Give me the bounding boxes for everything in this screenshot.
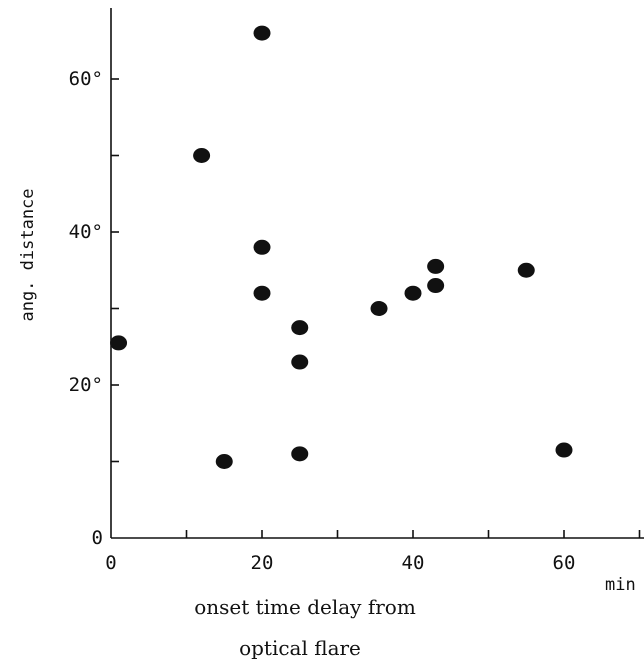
data-point bbox=[427, 278, 445, 294]
x-tick-label: 0 bbox=[105, 552, 116, 574]
data-point bbox=[291, 320, 309, 336]
y-tick-label: 20° bbox=[69, 374, 103, 396]
y-axis-label: ang. distance bbox=[18, 188, 38, 321]
data-point bbox=[291, 446, 309, 462]
data-point bbox=[193, 148, 211, 163]
data-point bbox=[555, 442, 573, 458]
data-point bbox=[253, 285, 271, 301]
axis-ticks bbox=[111, 78, 641, 538]
y-tick-label: 60° bbox=[69, 68, 103, 90]
data-point bbox=[253, 25, 271, 41]
x-unit-label: min bbox=[605, 575, 636, 595]
y-tick-label: 0 bbox=[92, 527, 103, 549]
data-point bbox=[110, 335, 128, 351]
data-point bbox=[517, 262, 535, 278]
x-tick-label: 40 bbox=[402, 552, 425, 574]
data-point bbox=[427, 258, 445, 274]
data-point bbox=[291, 354, 309, 370]
x-axis-label-line1: onset time delay from bbox=[194, 595, 416, 619]
x-axis-label-line2: optical flare bbox=[239, 636, 361, 660]
data-point bbox=[215, 454, 233, 469]
data-point bbox=[253, 239, 271, 255]
data-points bbox=[110, 25, 573, 469]
x-tick-label: 20 bbox=[251, 552, 274, 574]
data-point bbox=[370, 301, 388, 316]
y-tick-label: 40° bbox=[69, 221, 103, 243]
axis-tick-labels: 0 20 40 60 0 20° 40° 60° bbox=[69, 68, 576, 574]
data-point bbox=[404, 285, 422, 301]
x-tick-label: 60 bbox=[553, 552, 576, 574]
